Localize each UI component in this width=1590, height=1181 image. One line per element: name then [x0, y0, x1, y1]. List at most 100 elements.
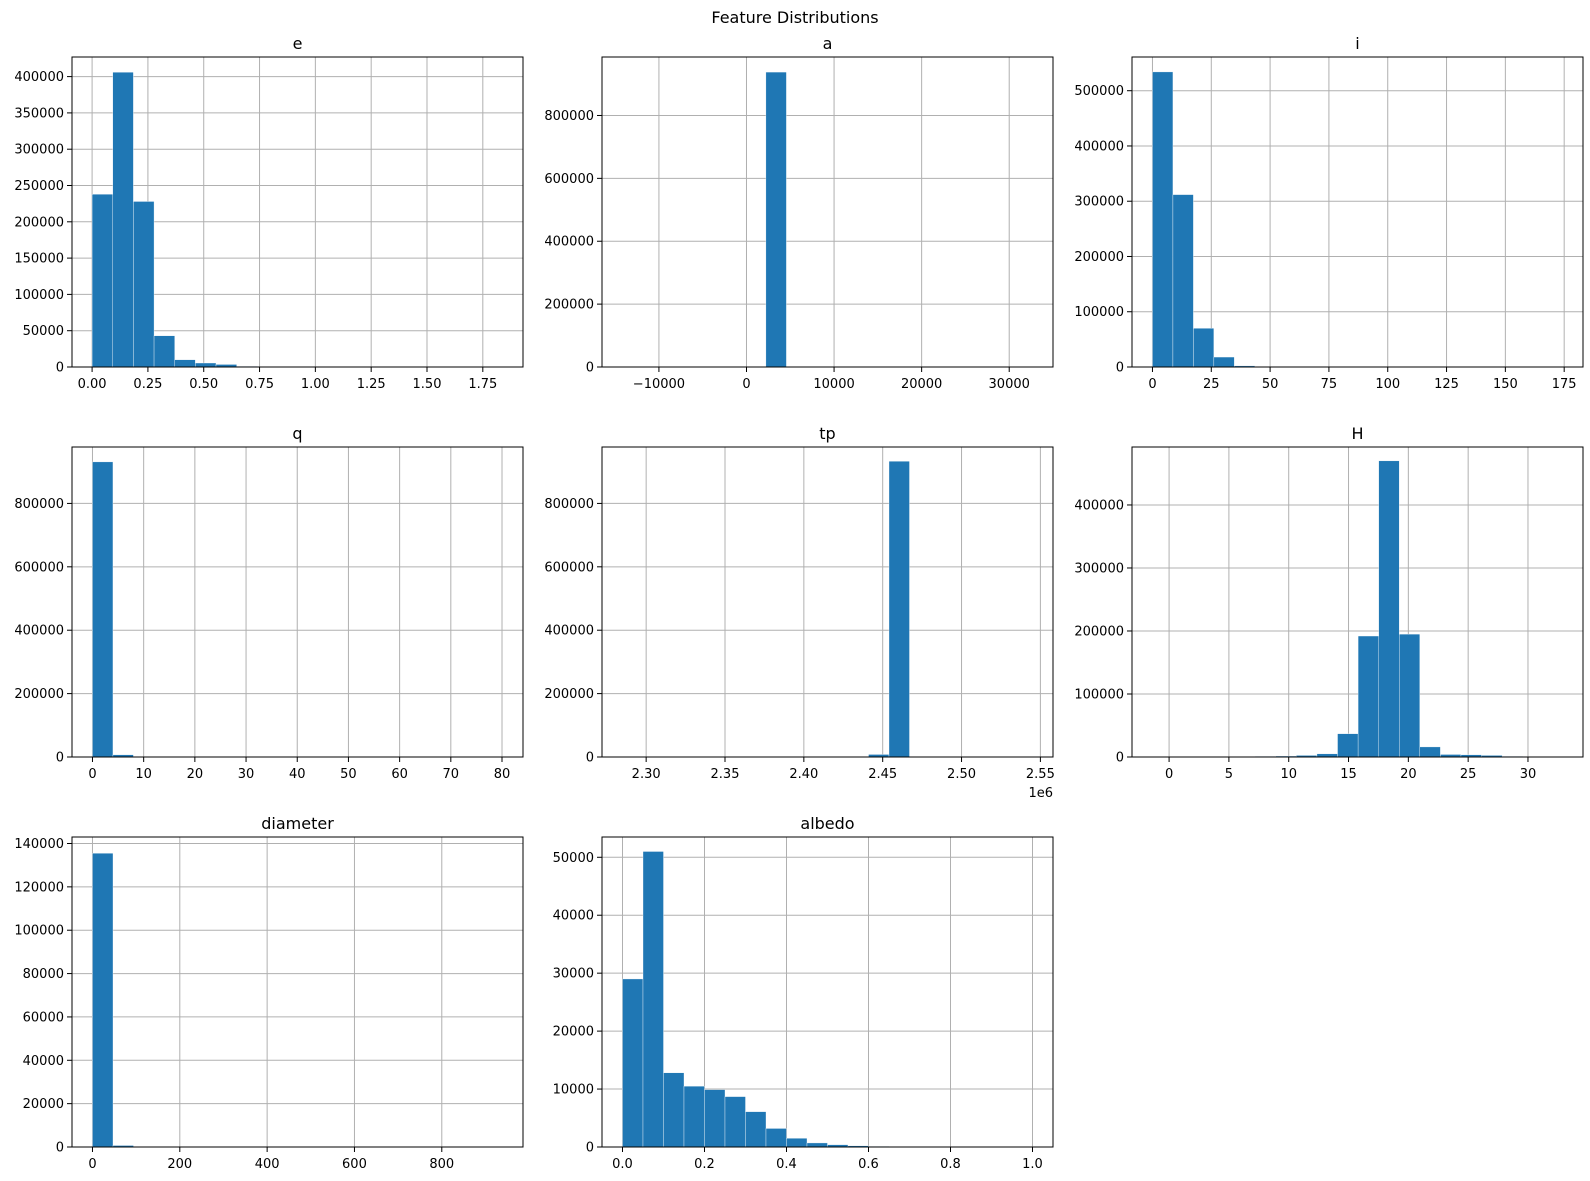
x-tick-label: 5: [1225, 767, 1233, 782]
subplot-title: tp: [819, 424, 835, 443]
x-tick-label: 2.55: [1026, 767, 1055, 782]
x-tick-label: 200: [167, 1157, 192, 1172]
y-tick-label: 0: [56, 751, 64, 766]
subplot-albedo: 0.0 0.2 0.4 0.6 0.8 1.0 0 10000 20000 30000 40000 5…: [553, 814, 1054, 1172]
y-tick-label: 80000: [23, 967, 64, 982]
histogram-bar: [683, 1085, 705, 1148]
x-tick-label: 2.40: [789, 767, 818, 782]
x-tick-label: −10000: [633, 377, 685, 392]
y-tick-label: 50000: [23, 324, 64, 339]
x-tick-label: 2.45: [868, 767, 897, 782]
x-tick-label: 1.25: [357, 377, 386, 392]
histogram-bar: [724, 1096, 746, 1148]
x-tick-label: 20000: [901, 377, 942, 392]
x-tick-label: 25: [1460, 767, 1477, 782]
y-tick-label: 600000: [544, 172, 594, 187]
x-tick-label: 2.50: [947, 767, 976, 782]
x-tick-label: 2.35: [711, 767, 740, 782]
histogram-bar: [174, 359, 196, 368]
y-tick-label: 400000: [1074, 498, 1124, 513]
histogram-bar: [1213, 356, 1235, 368]
x-tick-label: 0: [88, 1157, 96, 1172]
histogram-bar: [1337, 733, 1359, 758]
subplot-h: 0 5 10 15 20 25 30 0 100000 200000 300000 400000 H: [1074, 424, 1584, 782]
x-tick-label: 40: [289, 767, 306, 782]
histogram-bar: [765, 1128, 787, 1148]
x-tick-label: 400: [255, 1157, 280, 1172]
histogram-bar: [1419, 746, 1441, 758]
histogram-bar: [92, 853, 114, 1148]
x-tick-label: 10000: [813, 377, 854, 392]
y-tick-label: 0: [56, 361, 64, 376]
x-tick-label: 25: [1203, 377, 1220, 392]
y-tick-label: 0: [1116, 751, 1124, 766]
x-tick-label: 30: [1520, 767, 1537, 782]
y-tick-label: 50000: [553, 851, 594, 866]
y-tick-label: 400000: [14, 70, 64, 85]
y-tick-label: 200000: [544, 687, 594, 702]
x-tick-label: 600: [342, 1157, 367, 1172]
y-tick-label: 400000: [14, 624, 64, 639]
y-tick-label: 400000: [544, 624, 594, 639]
histogram-bar: [112, 72, 134, 368]
x-tick-label: 0.2: [694, 1157, 715, 1172]
histogram-bar: [1152, 71, 1174, 368]
y-tick-label: 800000: [544, 109, 594, 124]
subplot-title: diameter: [261, 814, 334, 833]
subplot-title: e: [293, 34, 303, 53]
y-tick-label: 0: [586, 751, 594, 766]
y-tick-label: 350000: [14, 106, 64, 121]
y-tick-label: 100000: [14, 288, 64, 303]
histogram-bar: [153, 335, 175, 368]
y-tick-label: 0: [56, 1141, 64, 1156]
subplot-title: a: [823, 34, 833, 53]
subplot-title: H: [1351, 424, 1363, 443]
subplot-a: −10000 0 10000 20000 30000 0 200000 400000 60000…: [544, 34, 1054, 392]
x-tick-label: 80: [494, 767, 511, 782]
histogram-bar: [622, 978, 644, 1148]
x-offset-label: 1e6: [1028, 786, 1053, 801]
subplot-title: albedo: [800, 814, 854, 833]
y-tick-label: 100000: [1074, 305, 1124, 320]
y-tick-label: 150000: [14, 252, 64, 267]
x-tick-label: 10: [135, 767, 152, 782]
histogram-bar: [765, 71, 787, 368]
x-tick-label: 75: [1321, 377, 1338, 392]
y-tick-label: 400000: [1074, 139, 1124, 154]
y-tick-label: 40000: [23, 1054, 64, 1069]
y-tick-label: 300000: [1074, 561, 1124, 576]
y-tick-label: 200000: [1074, 624, 1124, 639]
y-tick-label: 300000: [14, 143, 64, 158]
x-tick-label: 10: [1280, 767, 1297, 782]
x-tick-label: 800: [429, 1157, 454, 1172]
x-tick-label: 0: [1148, 377, 1156, 392]
y-tick-label: 0: [1116, 361, 1124, 376]
axes-frame: [601, 446, 1054, 758]
axes-frame: [1131, 446, 1584, 758]
y-tick-label: 600000: [544, 560, 594, 575]
y-tick-label: 140000: [14, 837, 64, 852]
x-tick-label: 0.25: [133, 377, 162, 392]
subplot-q: 0 10 20 30 40 50 60 70 80 0 200000 400000 600000 8000…: [14, 424, 524, 782]
x-tick-label: 20: [1400, 767, 1417, 782]
x-tick-label: 0: [742, 377, 750, 392]
x-tick-label: 0.00: [78, 377, 107, 392]
histogram-bar: [1399, 633, 1421, 758]
histogram-bar: [786, 1138, 808, 1148]
histogram-bar: [133, 201, 155, 368]
y-tick-label: 20000: [23, 1097, 64, 1112]
y-tick-label: 40000: [553, 909, 594, 924]
y-tick-label: 100000: [1074, 687, 1124, 702]
y-tick-label: 500000: [1074, 84, 1124, 99]
x-tick-label: 15: [1340, 767, 1357, 782]
axes-frame: [71, 836, 524, 1148]
histogram-bar: [888, 461, 910, 758]
y-tick-label: 0: [586, 1141, 594, 1156]
histogram-bar: [806, 1142, 828, 1148]
x-tick-label: 30: [238, 767, 255, 782]
y-tick-label: 60000: [23, 1010, 64, 1025]
subplot-i: 0 25 50 75 100 125 150 175 0 100000 200000 300000 40…: [1074, 34, 1584, 392]
x-tick-label: 2.30: [632, 767, 661, 782]
histogram-bar: [91, 194, 113, 368]
